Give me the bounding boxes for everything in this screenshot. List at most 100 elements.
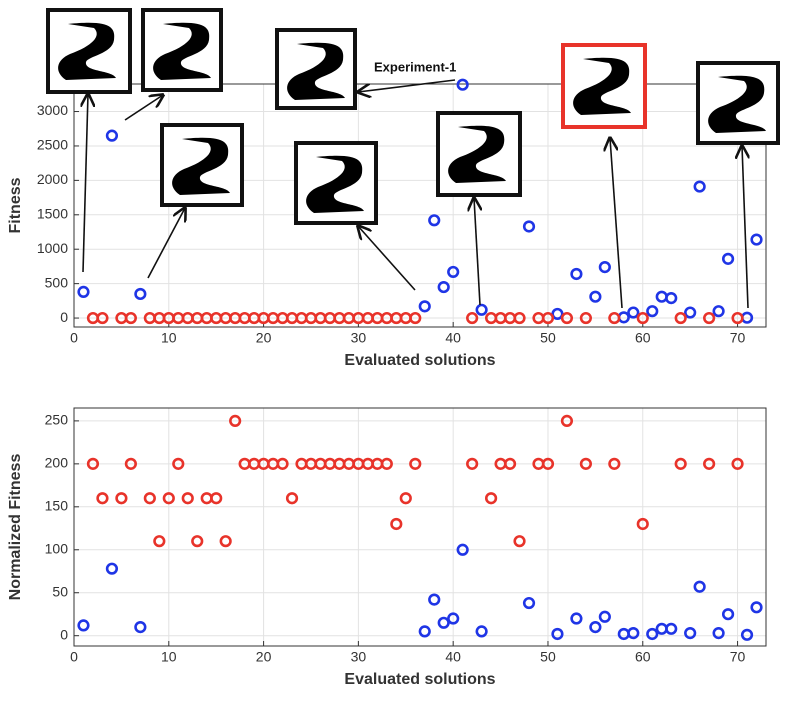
chart: 0 10 20 30 40 50 60 70 0 50 100 150 200 250 Evaluated …	[7, 407, 767, 688]
point	[124, 311, 137, 325]
x-tick-label: 50	[540, 649, 556, 665]
y-tick-label: 2500	[37, 137, 68, 153]
point	[447, 612, 460, 625]
point	[608, 311, 621, 325]
point	[570, 267, 583, 281]
x-tick-label: 30	[351, 330, 367, 346]
point	[608, 457, 621, 470]
y-tick-label: 500	[45, 274, 69, 290]
arrow	[147, 208, 185, 279]
point	[513, 535, 526, 548]
point	[703, 311, 716, 325]
point	[162, 492, 175, 505]
point	[466, 311, 479, 325]
point	[636, 311, 649, 325]
point	[646, 305, 659, 318]
y-tick-label: 150	[45, 498, 69, 514]
arrow	[124, 95, 163, 121]
point	[579, 311, 592, 325]
point	[589, 290, 602, 303]
thumbnail	[141, 8, 223, 92]
x-tick-label: 10	[161, 649, 177, 665]
x-tick-label: 30	[351, 649, 367, 665]
arrow	[83, 94, 88, 273]
point	[560, 311, 574, 325]
point	[484, 492, 498, 505]
chart: 0 10 20 30 40 50 60 70 0 500 1000 1500 2000 2500 3000 E…	[7, 78, 767, 369]
point	[475, 625, 488, 638]
arrow	[358, 79, 456, 92]
point	[750, 601, 763, 614]
arrow	[474, 198, 480, 306]
point	[541, 457, 555, 470]
point	[105, 129, 119, 142]
point	[551, 307, 564, 321]
point	[674, 311, 687, 325]
y-tick-label: 100	[45, 540, 69, 556]
point	[665, 622, 678, 635]
point	[409, 457, 422, 470]
x-tick-label: 70	[730, 649, 746, 665]
point	[570, 612, 583, 625]
point	[428, 593, 441, 606]
point	[428, 214, 441, 227]
arrow	[358, 226, 416, 291]
point	[134, 620, 147, 634]
point	[513, 311, 526, 325]
arrow	[742, 146, 748, 309]
plot-area	[73, 407, 767, 647]
thumbnail	[294, 141, 378, 225]
point	[191, 535, 204, 548]
point	[665, 291, 678, 305]
point	[409, 311, 422, 325]
y-axis-label: Normalized Fitness	[7, 454, 24, 601]
point	[693, 180, 706, 193]
x-tick-label: 10	[161, 330, 177, 346]
thumbnail	[46, 8, 132, 94]
point	[503, 457, 517, 470]
y-tick-label: 2000	[37, 171, 68, 187]
x-tick-label: 50	[540, 330, 556, 346]
point	[598, 261, 611, 274]
point	[105, 562, 119, 575]
point	[285, 492, 299, 505]
point	[77, 619, 90, 632]
point	[636, 517, 649, 531]
y-tick-label: 50	[52, 583, 68, 599]
x-tick-label: 20	[256, 649, 272, 665]
point	[276, 457, 289, 470]
x-tick-label: 40	[445, 330, 461, 346]
plot-frame	[73, 407, 767, 647]
annotation: Experiment-1	[374, 59, 456, 74]
thumbnail	[160, 123, 244, 207]
y-axis-label: Fitness	[7, 177, 24, 233]
x-tick-label: 60	[635, 649, 651, 665]
point	[589, 620, 602, 634]
point	[693, 580, 706, 593]
point	[456, 78, 469, 91]
point	[219, 535, 232, 548]
point	[172, 457, 185, 470]
x-tick-label: 40	[445, 649, 461, 665]
point	[684, 627, 697, 640]
point	[522, 220, 536, 233]
point	[731, 311, 744, 325]
y-tick-label: 1500	[37, 205, 68, 221]
y-tick-label: 3000	[37, 102, 68, 118]
x-axis-label: Evaluated solutions	[344, 352, 495, 369]
point	[731, 457, 744, 470]
point	[598, 610, 611, 623]
point	[143, 492, 156, 505]
point	[229, 414, 242, 427]
point	[380, 457, 393, 470]
point	[674, 457, 687, 470]
point	[390, 517, 403, 531]
point	[418, 625, 431, 638]
point	[627, 306, 640, 319]
point	[712, 305, 725, 318]
point	[721, 608, 735, 621]
point	[115, 492, 128, 505]
x-axis-label: Evaluated solutions	[344, 671, 495, 688]
y-tick-label: 250	[45, 412, 69, 428]
